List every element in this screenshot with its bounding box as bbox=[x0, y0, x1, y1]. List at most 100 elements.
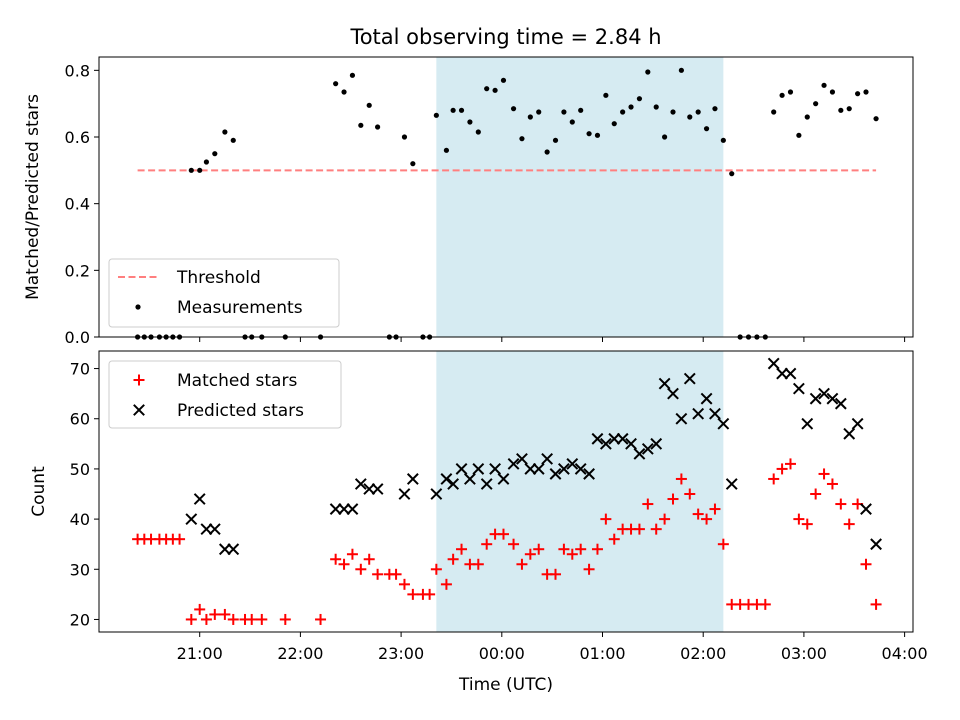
matched-star-point bbox=[219, 608, 231, 620]
predicted-star-point bbox=[346, 503, 359, 515]
top-y-ticks: 0.0 0.2 0.4 0.6 0.8 bbox=[65, 61, 99, 347]
matched-star-point bbox=[472, 558, 484, 570]
measurement-point bbox=[670, 109, 676, 115]
bottom-y-tick-label: 30 bbox=[70, 560, 90, 579]
predicted-star-point bbox=[792, 382, 805, 395]
measurement-point bbox=[873, 116, 879, 122]
measurement-point bbox=[729, 171, 735, 177]
matched-star-point bbox=[533, 543, 545, 555]
measurement-point bbox=[813, 101, 819, 107]
measurement-point bbox=[212, 151, 218, 157]
measurement-point bbox=[188, 167, 194, 173]
measurement-point bbox=[620, 109, 626, 115]
predicted-star-point bbox=[834, 397, 847, 410]
measurement-point bbox=[771, 109, 777, 115]
top-x-ticks bbox=[199, 337, 906, 342]
measurement-point bbox=[846, 106, 852, 112]
predicted-star-point bbox=[218, 543, 231, 556]
predicted-star-point bbox=[826, 392, 839, 405]
predicted-star-point bbox=[675, 412, 688, 425]
predicted-star-point bbox=[633, 447, 646, 460]
matched-star-point bbox=[810, 488, 822, 500]
matched-star-point bbox=[508, 538, 520, 550]
measurement-point bbox=[552, 137, 559, 143]
predicted-star-point bbox=[480, 478, 493, 490]
predicted-star-point bbox=[574, 463, 587, 475]
x-tick-label: 21:00 bbox=[177, 644, 223, 663]
measurement-point bbox=[594, 132, 601, 138]
matched-star-point bbox=[355, 563, 367, 575]
measurement-point bbox=[829, 89, 836, 95]
measurement-point bbox=[341, 89, 347, 95]
matched-star-point bbox=[600, 513, 612, 525]
matched-star-point bbox=[558, 543, 570, 555]
x-tick-label: 23:00 bbox=[378, 644, 424, 663]
matched-star-point bbox=[200, 613, 212, 625]
matched-star-point bbox=[440, 578, 452, 590]
predicted-star-point bbox=[591, 432, 604, 445]
predicted-star-point bbox=[767, 357, 780, 370]
measurement-point bbox=[569, 119, 575, 125]
measurement-point bbox=[703, 126, 710, 132]
predicted-star-point bbox=[489, 463, 501, 475]
bottom-y-tick-label: 40 bbox=[70, 510, 90, 529]
matched-star-point bbox=[185, 613, 197, 625]
bottom-x-ticks: 21:00 22:00 23:00 00:00 01:00 02:00 03:00 04:00 bbox=[177, 632, 928, 663]
bottom-y-tick-label: 70 bbox=[70, 360, 90, 379]
matched-star-point bbox=[633, 523, 645, 535]
top-axes-frame bbox=[98, 56, 914, 338]
measurement-point bbox=[450, 107, 456, 113]
matched-star-point bbox=[801, 518, 813, 530]
measurement-point bbox=[484, 86, 490, 92]
matched-star-point bbox=[279, 613, 291, 625]
matched-star-point bbox=[608, 533, 620, 545]
predicted-star-point bbox=[549, 468, 562, 480]
matched-star-point bbox=[659, 513, 671, 525]
predicted-star-point bbox=[809, 392, 822, 405]
measurement-point bbox=[375, 124, 381, 130]
matched-star-point bbox=[550, 568, 562, 580]
x-tick-label: 00:00 bbox=[479, 644, 525, 663]
matched-star-point bbox=[398, 578, 410, 590]
matched-star-point bbox=[692, 508, 704, 520]
matched-star-point bbox=[497, 528, 509, 540]
bottom-y-tick-label: 60 bbox=[70, 410, 90, 429]
matched-star-point bbox=[860, 558, 872, 570]
measurement-point bbox=[492, 87, 498, 93]
bottom-y-ticks: 20 30 40 50 60 70 bbox=[70, 360, 99, 629]
predicted-star-point bbox=[683, 372, 696, 385]
predicted-star-point bbox=[398, 488, 411, 500]
matched-star-point bbox=[363, 553, 375, 565]
measurement-point bbox=[467, 119, 473, 125]
predicted-star-point bbox=[440, 473, 453, 485]
bottom-y-tick-label: 20 bbox=[70, 610, 90, 629]
matched-star-point bbox=[591, 543, 603, 555]
predicted-star-point bbox=[497, 473, 510, 485]
matched-star-point bbox=[516, 558, 528, 570]
legend-threshold-label: Threshold bbox=[176, 268, 261, 288]
measurement-point bbox=[527, 114, 533, 120]
top-observing-window-shade bbox=[436, 57, 724, 337]
predicted-star-point bbox=[851, 417, 864, 430]
measurement-point bbox=[796, 132, 802, 138]
x-tick-label: 04:00 bbox=[882, 644, 928, 663]
predicted-star-point bbox=[641, 442, 654, 455]
measurement-point bbox=[433, 112, 439, 118]
measurement-point bbox=[838, 107, 844, 113]
measurement-point bbox=[779, 92, 785, 98]
measurement-point bbox=[687, 114, 693, 120]
matched-star-point bbox=[776, 463, 788, 475]
predicted-star-point bbox=[455, 463, 468, 475]
predicted-star-point bbox=[329, 503, 342, 515]
matched-star-point bbox=[456, 543, 468, 555]
measurement-point bbox=[519, 136, 525, 142]
matched-star-point bbox=[768, 473, 780, 485]
measurement-point bbox=[645, 69, 651, 75]
predicted-star-point bbox=[185, 513, 198, 526]
predicted-star-point bbox=[860, 503, 872, 515]
matched-star-point bbox=[717, 538, 729, 550]
predicted-star-point bbox=[464, 473, 476, 485]
matched-star-point bbox=[684, 488, 696, 500]
top-plot-marks bbox=[135, 67, 879, 340]
bottom-plot-marks bbox=[132, 357, 882, 625]
